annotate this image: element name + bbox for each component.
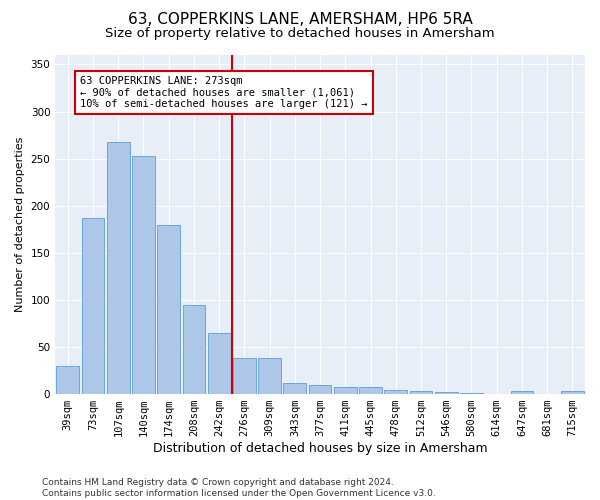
Bar [435,392,458,394]
Bar [460,393,483,394]
Bar [309,384,331,394]
Bar [283,383,306,394]
Bar [132,156,155,394]
Bar [182,304,205,394]
Bar [107,142,130,394]
Bar [359,386,382,394]
Bar [561,392,584,394]
Bar [511,392,533,394]
Bar [82,218,104,394]
Bar [157,224,180,394]
Bar [385,390,407,394]
X-axis label: Distribution of detached houses by size in Amersham: Distribution of detached houses by size … [153,442,487,455]
Bar [334,386,356,394]
Bar [258,358,281,394]
Text: 63, COPPERKINS LANE, AMERSHAM, HP6 5RA: 63, COPPERKINS LANE, AMERSHAM, HP6 5RA [128,12,472,28]
Text: Size of property relative to detached houses in Amersham: Size of property relative to detached ho… [105,28,495,40]
Text: Contains HM Land Registry data © Crown copyright and database right 2024.
Contai: Contains HM Land Registry data © Crown c… [42,478,436,498]
Bar [410,392,433,394]
Y-axis label: Number of detached properties: Number of detached properties [15,137,25,312]
Text: 63 COPPERKINS LANE: 273sqm
← 90% of detached houses are smaller (1,061)
10% of s: 63 COPPERKINS LANE: 273sqm ← 90% of deta… [80,76,368,109]
Bar [233,358,256,394]
Bar [56,366,79,394]
Bar [208,333,230,394]
